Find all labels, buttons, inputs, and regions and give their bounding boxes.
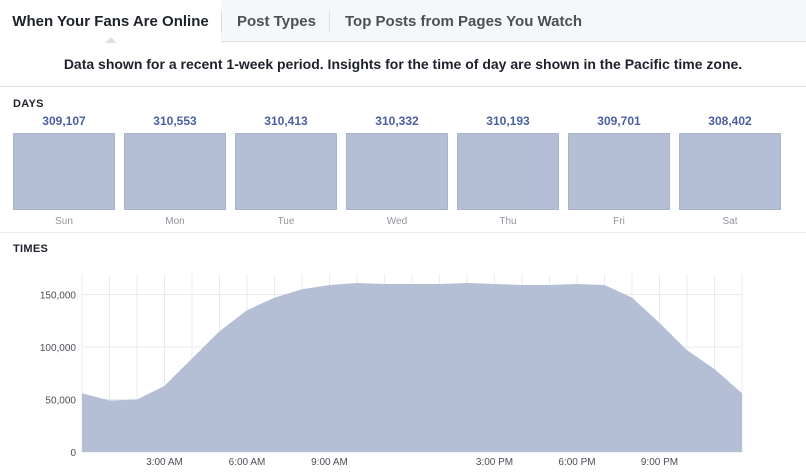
day-bar[interactable]	[568, 133, 670, 210]
x-tick-label: 6:00 AM	[229, 457, 266, 468]
day-value: 309,107	[42, 114, 86, 128]
day-value: 308,402	[708, 114, 752, 128]
y-tick-label: 50,000	[45, 396, 76, 407]
y-tick-label: 100,000	[40, 343, 77, 354]
day-column-thu[interactable]: 310,193 Thu	[457, 112, 559, 232]
x-axis-labels: 3:00 AM 6:00 AM 9:00 AM 3:00 PM 6:00 PM 9:00 …	[146, 457, 678, 468]
y-tick-label: 150,000	[40, 291, 77, 302]
tab-when-fans-online[interactable]: When Your Fans Are Online	[0, 0, 221, 43]
tab-separator	[329, 11, 330, 33]
y-axis-labels: 0 50,000 100,000 150,000	[40, 291, 77, 460]
time-period-notice: Data shown for a recent 1-week period. I…	[0, 42, 806, 87]
day-column-sat[interactable]: 308,402 Sat	[679, 112, 781, 232]
tab-top-posts-pages-watch[interactable]: Top Posts from Pages You Watch	[345, 13, 582, 30]
day-column-wed[interactable]: 310,332 Wed	[346, 112, 448, 232]
day-column-fri[interactable]: 309,701 Fri	[568, 112, 670, 232]
x-tick-label: 9:00 PM	[641, 457, 678, 468]
day-label: Sun	[55, 216, 73, 227]
tab-post-types[interactable]: Post Types	[237, 13, 316, 30]
section-divider	[0, 232, 806, 233]
day-bar[interactable]	[679, 133, 781, 210]
day-label: Tue	[277, 216, 295, 227]
day-value: 310,413	[264, 114, 308, 128]
day-bar[interactable]	[13, 133, 115, 210]
day-label: Mon	[165, 216, 185, 227]
day-label: Fri	[613, 216, 625, 227]
day-value: 310,332	[375, 114, 419, 128]
tab-bar: When Your Fans Are Online Post Types Top…	[0, 0, 806, 43]
day-label: Thu	[499, 216, 517, 227]
day-bar[interactable]	[346, 133, 448, 210]
tab-separator	[221, 11, 222, 33]
day-column-tue[interactable]: 310,413 Tue	[235, 112, 337, 232]
day-value: 310,553	[153, 114, 197, 128]
x-tick-label: 3:00 AM	[146, 457, 183, 468]
x-tick-label: 9:00 AM	[311, 457, 348, 468]
day-label: Sat	[722, 216, 738, 227]
day-value: 309,701	[597, 114, 641, 128]
times-area-chart[interactable]: 0 50,000 100,000 150,000 3:00 AM 6:00 AM 9:00…	[0, 260, 806, 474]
day-bar[interactable]	[457, 133, 559, 210]
y-tick-label: 0	[70, 448, 76, 459]
day-bar[interactable]	[235, 133, 337, 210]
day-bar[interactable]	[124, 133, 226, 210]
x-tick-label: 6:00 PM	[558, 457, 595, 468]
day-column-sun[interactable]: 309,107 Sun	[13, 112, 115, 232]
day-column-mon[interactable]: 310,553 Mon	[124, 112, 226, 232]
times-area-series[interactable]	[82, 282, 742, 452]
times-section-title: TIMES	[13, 243, 49, 255]
x-tick-label: 3:00 PM	[476, 457, 513, 468]
days-section-title: DAYS	[13, 98, 44, 110]
day-value: 310,193	[486, 114, 530, 128]
day-label: Wed	[386, 216, 408, 227]
